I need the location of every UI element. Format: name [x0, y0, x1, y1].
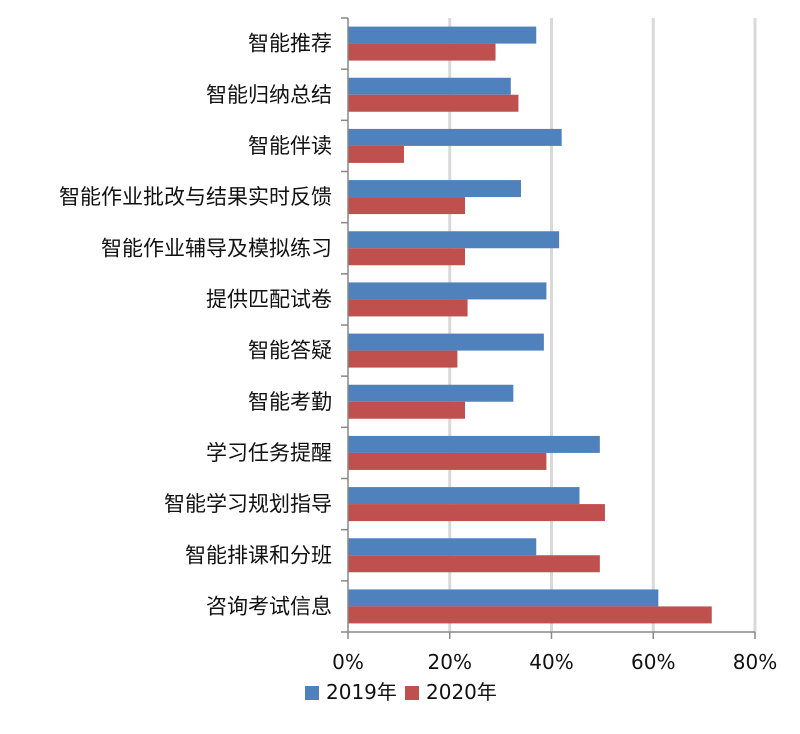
bar-series2	[348, 350, 458, 368]
bar-series2	[348, 145, 404, 163]
category-label: 智能作业批改与结果实时反馈	[59, 185, 332, 209]
bar-series2	[348, 504, 605, 522]
bar-series1	[348, 487, 580, 505]
category-label: 智能推荐	[248, 32, 332, 56]
legend-swatch	[305, 686, 319, 700]
category-label: 智能排课和分班	[185, 543, 332, 567]
legend: 2019年 2020年	[305, 680, 497, 704]
bar-series1	[348, 180, 521, 198]
category-label: 提供匹配试卷	[206, 287, 332, 311]
category-label: 学习任务提醒	[206, 441, 332, 465]
category-label: 智能归纳总结	[206, 83, 332, 107]
bar-series1	[348, 589, 659, 607]
category-label: 智能学习规划指导	[164, 492, 332, 516]
x-tick-label: 60%	[631, 650, 675, 674]
bar-series1	[348, 26, 537, 44]
x-tick-label: 20%	[428, 650, 472, 674]
bar-series1	[348, 333, 544, 351]
bar-series2	[348, 299, 468, 317]
x-tick-label: 80%	[733, 650, 777, 674]
legend-swatch	[405, 686, 419, 700]
category-label: 智能考勤	[248, 390, 332, 414]
bar-series2	[348, 606, 712, 624]
bar-series1	[348, 128, 562, 146]
bar-series1	[348, 77, 511, 95]
bar-series2	[348, 43, 496, 61]
bar-series2	[348, 401, 466, 419]
category-label: 智能作业辅导及模拟练习	[101, 236, 332, 260]
bar-series1	[348, 282, 547, 300]
legend-label: 2020年	[426, 680, 497, 704]
x-tick-labels: 0% 20% 40% 60% 80%	[332, 650, 777, 674]
bar-series2	[348, 248, 466, 266]
bars	[348, 26, 712, 624]
grid-lines	[448, 18, 757, 632]
bar-series1	[348, 384, 514, 402]
axes	[341, 17, 756, 639]
x-tick-label: 0%	[332, 650, 364, 674]
category-label: 智能伴读	[248, 134, 332, 158]
bar-series2	[348, 555, 600, 573]
x-tick-label: 40%	[529, 650, 573, 674]
legend-label: 2019年	[326, 680, 397, 704]
bar-series1	[348, 231, 560, 249]
category-labels: 智能推荐智能归纳总结智能伴读智能作业批改与结果实时反馈智能作业辅导及模拟练习提供…	[59, 32, 332, 619]
category-label: 智能答疑	[248, 339, 332, 363]
bar-series2	[348, 94, 519, 112]
bar-series2	[348, 197, 466, 215]
bar-series2	[348, 452, 547, 470]
bar-series1	[348, 435, 600, 453]
bar-series1	[348, 538, 537, 556]
category-label: 咨询考试信息	[206, 594, 332, 618]
